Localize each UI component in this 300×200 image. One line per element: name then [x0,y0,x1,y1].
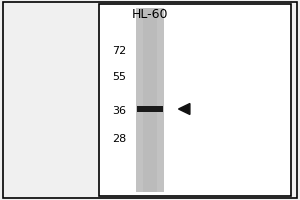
Bar [137,106,163,112]
Text: HL-60: HL-60 [132,7,168,21]
Text: 72: 72 [112,46,126,56]
Text: 55: 55 [112,72,126,82]
Bar [143,8,157,192]
Text: 36: 36 [112,106,126,116]
Bar [136,8,164,192]
Polygon shape [178,103,190,114]
Bar [99,4,291,196]
Text: 28: 28 [112,134,126,144]
